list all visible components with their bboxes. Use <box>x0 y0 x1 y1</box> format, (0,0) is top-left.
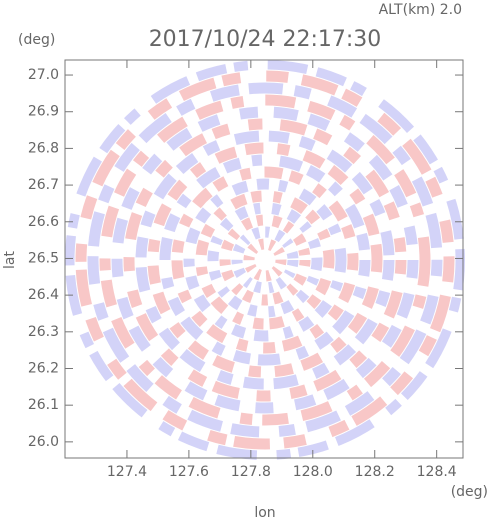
y-tick-label: 27.0 <box>28 67 59 83</box>
x-tick-label: 127.8 <box>231 464 271 480</box>
x-tick-label: 128.4 <box>417 464 457 480</box>
y-tick-label: 26.6 <box>28 214 59 230</box>
x-tick-label: 127.4 <box>107 464 147 480</box>
y-tick-label: 26.8 <box>28 140 59 156</box>
y-tick-label: 26.7 <box>28 177 59 193</box>
y-tick-label: 26.5 <box>28 250 59 266</box>
y-tick-label: 26.3 <box>28 324 59 340</box>
radar-disk <box>65 60 465 460</box>
y-tick-label: 26.9 <box>28 104 59 120</box>
x-unit: (deg) <box>451 484 488 500</box>
x-tick-label: 128.0 <box>293 464 333 480</box>
y-unit: (deg) <box>18 32 55 48</box>
y-tick-label: 26.1 <box>28 397 59 413</box>
altitude-label: ALT(km) 2.0 <box>379 2 462 18</box>
chart-title: 2017/10/24 22:17:30 <box>149 27 382 52</box>
y-tick-label: 26.2 <box>28 360 59 376</box>
y-tick-label: 26.4 <box>28 287 59 303</box>
x-tick-label: 127.6 <box>169 464 209 480</box>
x-axis-label: lon <box>254 505 275 521</box>
y-axis-label: lat <box>2 251 18 269</box>
y-tick-label: 26.0 <box>28 434 59 450</box>
x-tick-label: 128.2 <box>355 464 395 480</box>
plot-frame <box>64 59 464 459</box>
